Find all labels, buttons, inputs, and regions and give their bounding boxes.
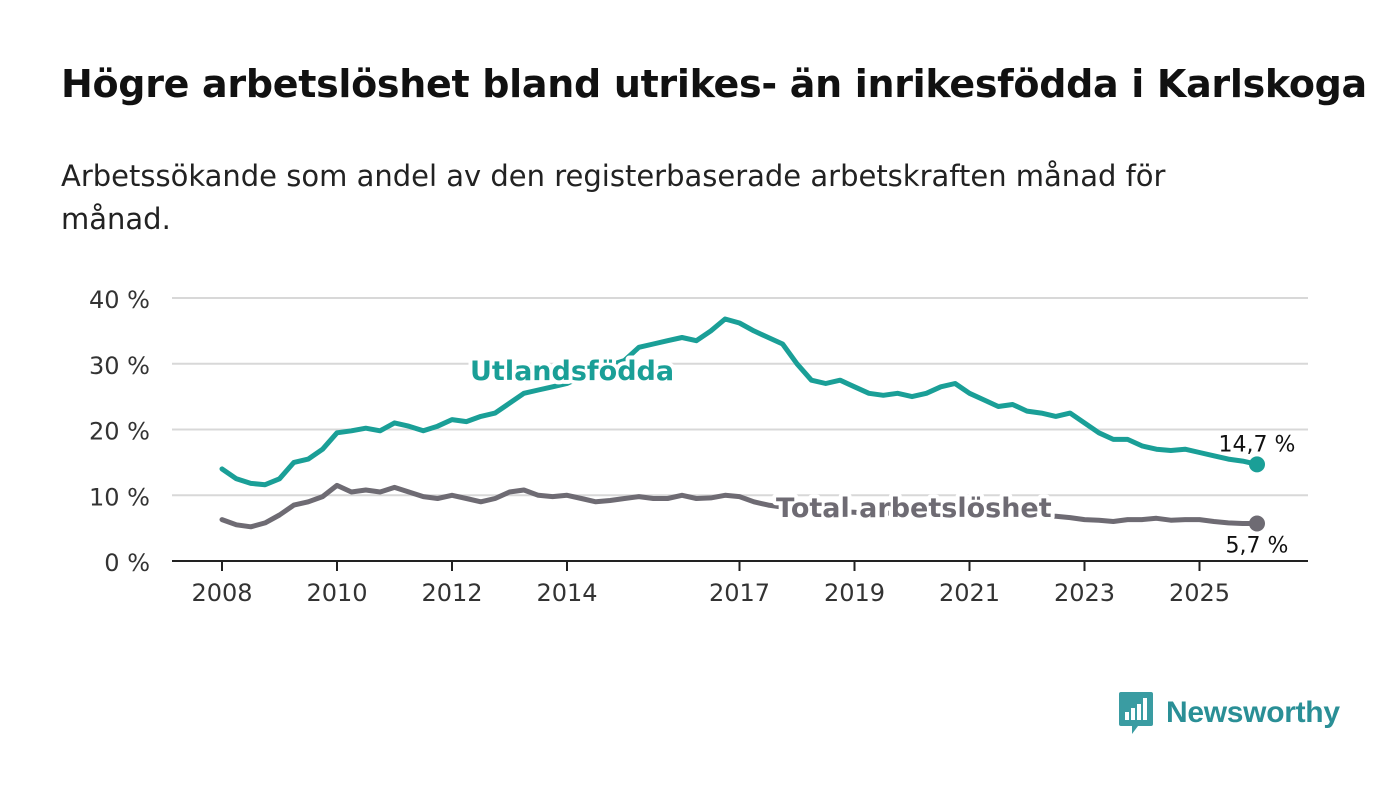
x-tick-label: 2012 xyxy=(421,579,482,607)
x-tick-label: 2019 xyxy=(824,579,885,607)
y-tick-label: 30 % xyxy=(89,352,150,380)
y-tick-label: 10 % xyxy=(89,483,150,511)
x-tick-label: 2021 xyxy=(939,579,1000,607)
x-tick-label: 2008 xyxy=(191,579,252,607)
series-line-utlandsfodda xyxy=(219,316,1260,488)
series-endpoint-total-arbetsloshet xyxy=(1249,515,1265,532)
x-tick-label: 2025 xyxy=(1169,579,1230,607)
x-tick-label: 2014 xyxy=(536,579,597,607)
x-tick-label: 2017 xyxy=(709,579,770,607)
end-value-label-utlandsfodda: 14,7 % xyxy=(1219,432,1296,457)
y-tick-label: 0 % xyxy=(104,549,150,577)
y-tick-label: 40 % xyxy=(89,286,150,314)
x-tick-label: 2010 xyxy=(306,579,367,607)
series-label-utlandsfodda: Utlandsfödda xyxy=(470,356,674,387)
newsworthy-logo-text: Newsworthy xyxy=(1166,696,1340,729)
series-line-total-arbetsloshet xyxy=(219,482,1260,530)
x-tick-label: 2023 xyxy=(1054,579,1115,607)
series-label-total-arbetsloshet: Total arbetslöshet xyxy=(776,493,1052,524)
chart-subtitle: Arbetssökande som andel av den registerb… xyxy=(61,159,1166,236)
newsworthy-logo: Newsworthy xyxy=(1118,690,1340,736)
series-endpoint-utlandsfodda xyxy=(1249,456,1265,473)
chart-title: Högre arbetslöshet bland utrikes- än inr… xyxy=(61,62,1367,106)
y-tick-label: 20 % xyxy=(89,418,150,446)
end-value-label-total-arbetsloshet: 5,7 % xyxy=(1226,534,1289,559)
newsworthy-logo-icon xyxy=(1119,692,1153,734)
